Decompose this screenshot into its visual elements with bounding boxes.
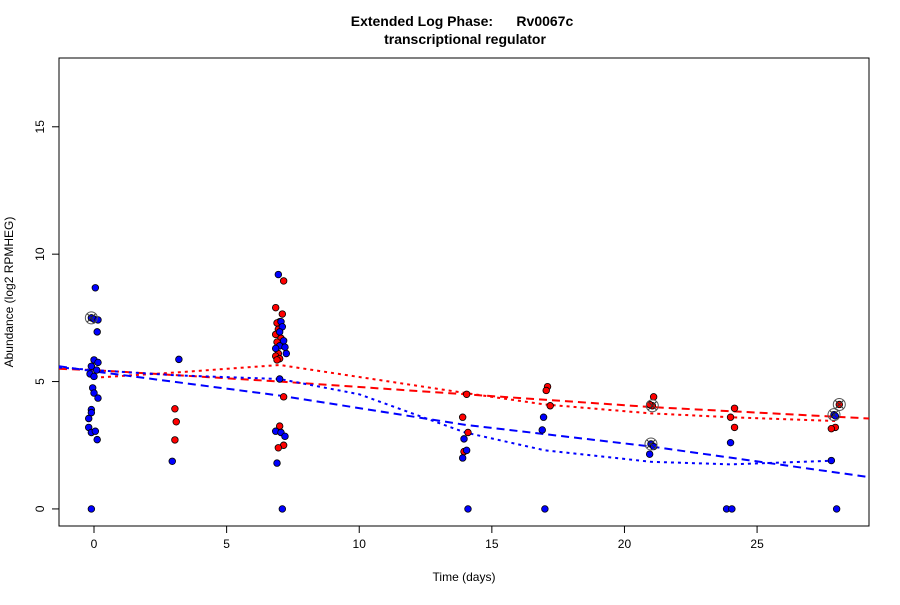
highlight-cross: [87, 313, 96, 323]
red-data-point: [542, 386, 550, 395]
blue-data-point: [832, 505, 841, 513]
blue-data-point: [90, 372, 98, 381]
x-tick-label: 10: [353, 537, 367, 551]
x-tick-label: 5: [223, 537, 230, 551]
blue-data-point: [827, 456, 836, 465]
blue-data-point: [273, 459, 281, 467]
highlight-cross: [646, 439, 656, 449]
blue-dotted-trend-line: [58, 366, 837, 466]
red-data-point: [827, 424, 836, 433]
x-axis-label: Time (days): [433, 570, 496, 584]
red-data-point: [171, 405, 179, 413]
red-data-point: [171, 436, 179, 444]
blue-data-point: [274, 270, 283, 279]
blue-data-point: [282, 349, 290, 358]
red-data-point: [726, 413, 735, 421]
red-data-point: [274, 444, 283, 452]
highlight-cross: [834, 400, 844, 409]
blue-data-point: [460, 435, 468, 443]
highlight-cross: [647, 401, 657, 411]
red-data-point: [278, 310, 287, 318]
highlight-circle: [644, 437, 658, 451]
red-data-point: [730, 423, 739, 432]
blue-data-point: [464, 505, 472, 513]
y-tick-label: 0: [33, 505, 47, 512]
blue-data-point: [93, 328, 101, 336]
highlight-cross: [829, 410, 839, 420]
y-tick-label: 15: [33, 120, 47, 134]
plot-frame: [58, 57, 870, 527]
blue-data-point: [92, 366, 101, 374]
blue-data-point: [726, 438, 735, 447]
chart-title: Extended Log Phase: Rv0067c: [351, 13, 574, 29]
blue-data-point: [175, 355, 183, 364]
red-data-point: [271, 303, 280, 312]
blue-data-point: [281, 343, 289, 351]
red-data-point: [546, 402, 554, 410]
red-data-point: [279, 277, 288, 285]
y-tick-label: 10: [33, 247, 47, 261]
blue-data-point: [281, 432, 289, 441]
red-data-point: [649, 393, 658, 401]
blue-data-point: [93, 435, 101, 444]
blue-data-point: [91, 427, 100, 435]
y-tick-label: 5: [33, 378, 47, 385]
blue-data-point: [728, 505, 736, 513]
blue-data-point: [645, 450, 654, 458]
blue-data-point: [541, 505, 549, 513]
blue-data-point: [458, 454, 467, 462]
blue-data-point: [168, 457, 176, 465]
blue-data-point: [275, 328, 284, 336]
blue-data-point: [275, 375, 284, 383]
x-tick-label: 15: [485, 537, 499, 551]
blue-data-point: [91, 284, 100, 292]
blue-data-point: [538, 426, 546, 434]
blue-data-point: [278, 505, 287, 513]
blue-data-point: [462, 446, 471, 455]
blue-data-point: [87, 505, 96, 513]
blue-data-point: [94, 394, 102, 402]
highlight-circle: [645, 399, 659, 413]
x-tick-label: 20: [618, 537, 632, 551]
highlight-circle: [84, 311, 98, 325]
blue-data-point: [85, 414, 93, 423]
red-data-point: [464, 428, 472, 437]
red-data-point: [279, 393, 288, 401]
highlight-circle: [827, 408, 841, 422]
chart-subtitle: transcriptional regulator: [384, 31, 546, 47]
blue-data-point: [271, 344, 280, 353]
blue-data-point: [94, 358, 102, 367]
y-axis-label: Abundance (log2 RPMHEG): [2, 217, 16, 368]
red-data-point: [273, 356, 281, 364]
blue-data-point: [87, 362, 96, 370]
red-dotted-trend-line: [93, 363, 837, 423]
highlight-circle: [832, 397, 846, 411]
red-data-point: [730, 404, 739, 412]
x-tick-label: 25: [750, 537, 764, 551]
red-data-point: [458, 413, 467, 421]
red-data-point: [462, 390, 471, 398]
red-data-point: [172, 418, 180, 426]
blue-data-point: [90, 389, 98, 397]
x-tick-label: 0: [91, 537, 98, 551]
blue-data-point: [539, 413, 548, 421]
